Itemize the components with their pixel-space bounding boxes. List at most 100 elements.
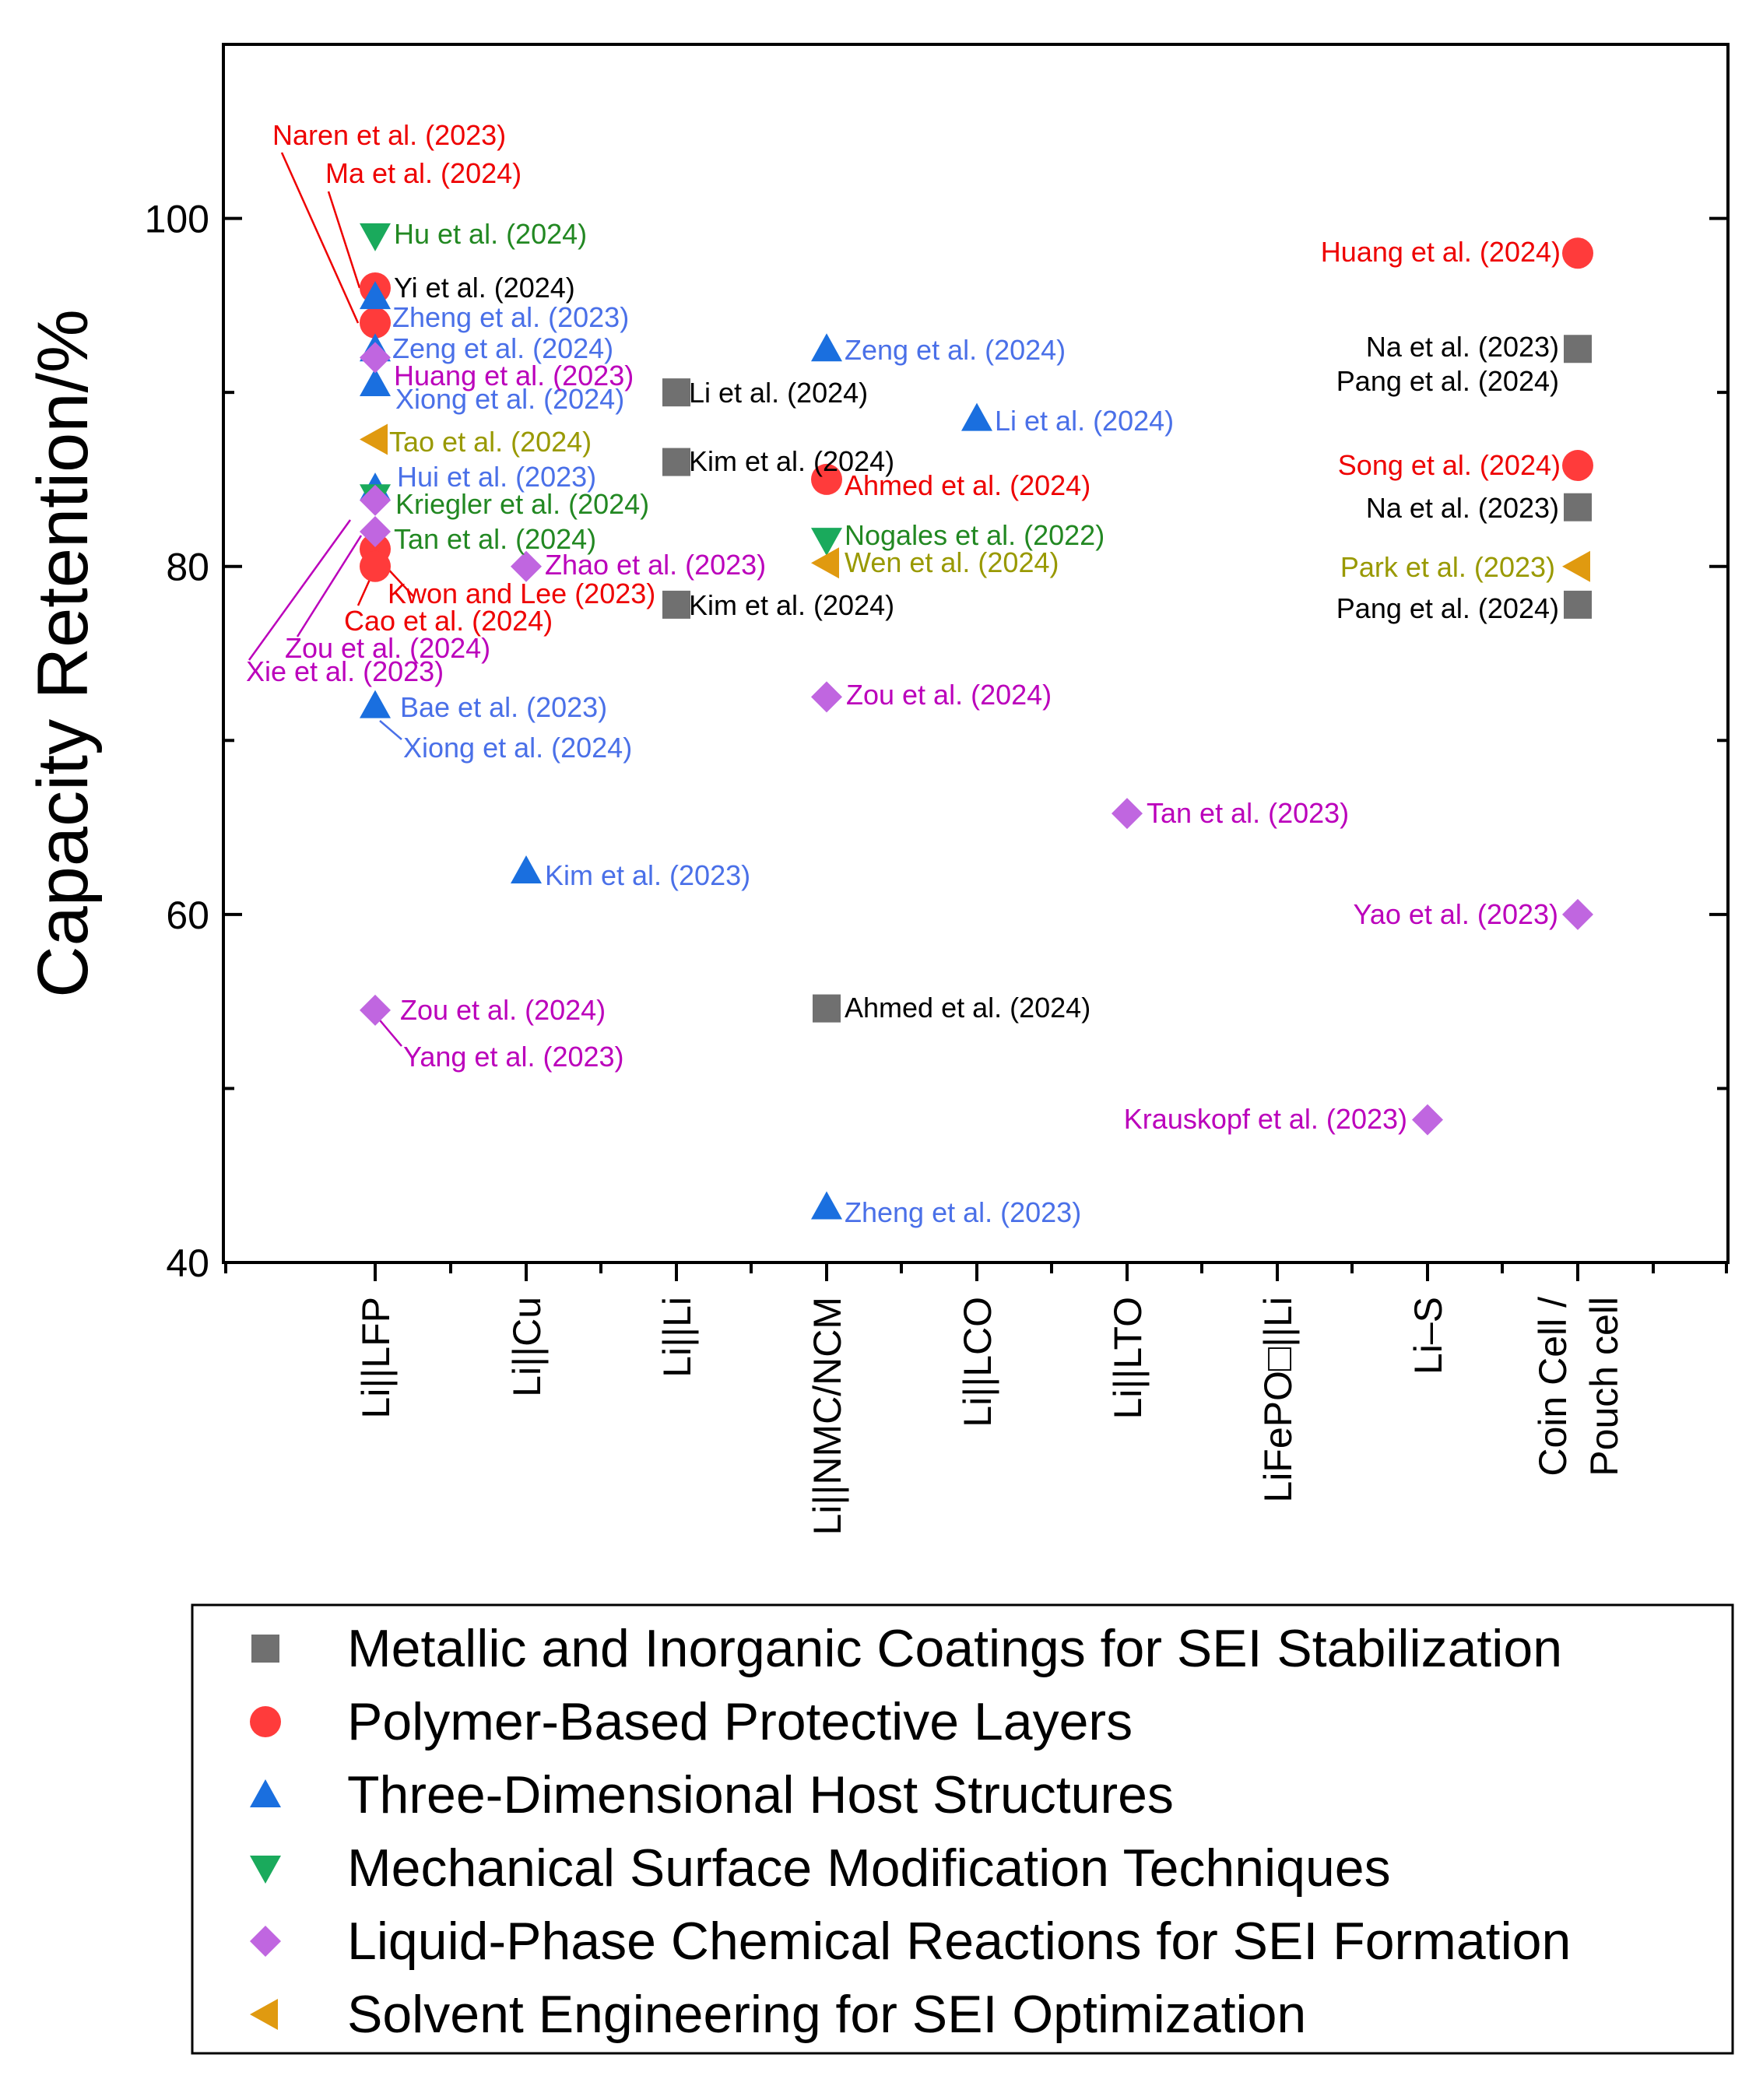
host-marker [811,333,842,362]
leader-line [376,1016,402,1047]
x-tick-label: Coin Cell / [1531,1297,1575,1477]
data-label: Kim et al. (2023) [545,859,750,891]
x-tick-label: Li||LCO [956,1297,999,1428]
data-label: Xiong et al. (2024) [395,383,624,415]
data-labels: Li et al. (2024) Kim et al. (2024) Kim et … [246,119,1561,1228]
data-label: Ahmed et al. (2024) [845,469,1090,501]
data-label: Zheng et al. (2023) [845,1196,1081,1228]
polymer-marker [1562,237,1593,269]
legend-mechanical-label: Mechanical Surface Modification Techniqu… [347,1838,1391,1898]
x-tick-label: LiFePO□||Li [1256,1297,1300,1503]
label-leader-lines [248,152,415,1047]
x-tick-label: Li||LFP [354,1297,398,1419]
data-label: Tao et al. (2024) [389,426,592,458]
solvent-marker [360,423,388,455]
data-label: Zou et al. (2024) [285,632,490,664]
data-label: Song et al. (2024) [1338,449,1561,481]
data-label: Tan et al. (2024) [394,523,596,555]
legend-mechanical-marker [250,1856,281,1884]
data-label: Xie et al. (2023) [246,655,444,687]
data-label: Bae et al. (2023) [400,691,607,723]
data-label: Zou et al. (2024) [400,994,606,1026]
x-tick-label: Li–S [1407,1297,1450,1375]
data-label: Hu et al. (2024) [394,218,587,250]
metallic-marker [1564,590,1592,619]
liquid-marker [360,516,391,547]
legend-host-marker [250,1779,281,1807]
data-label: Ma et al. (2024) [325,157,522,189]
liquid-marker [360,342,391,374]
x-tick-label: Pouch cell [1582,1297,1626,1477]
solvent-marker [1562,550,1590,582]
legend-metallic-label: Metallic and Inorganic Coatings for SEI … [347,1619,1562,1678]
axes: 40 60 80 100 Capacity Retention/% Li||LFP Li||… [23,43,1730,1536]
y-axis-title: Capacity Retention/% [23,309,103,998]
polymer-marker [360,550,391,582]
liquid-marker [360,994,391,1026]
y-tick-label: 80 [166,546,209,589]
data-label: Nogales et al. (2022) [845,519,1105,551]
host-marker [511,855,542,883]
data-label: Li et al. (2024) [995,405,1174,437]
liquid-marker [360,484,391,516]
data-label: Yi et al. (2024) [394,272,575,304]
polymer-marker [360,307,391,339]
data-label: Krauskopf et al. (2023) [1124,1103,1407,1135]
liquid-marker [1562,898,1593,930]
legend-solvent-label: Solvent Engineering for SEI Optimization [347,1985,1306,2044]
leader-line [296,535,363,637]
data-label: Kim et al. (2024) [689,445,894,477]
data-label: Zhao et al. (2023) [545,549,766,581]
liquid-marker [1412,1104,1443,1136]
data-label: Zeng et al. (2024) [392,332,613,364]
liquid-marker [811,681,842,713]
data-label: Huang et al. (2023) [394,360,634,392]
host-marker [811,1191,842,1220]
data-label: Kim et al. (2024) [689,589,894,621]
data-markers [360,223,1593,1220]
legend-host-label: Three-Dimensional Host Structures [347,1765,1174,1824]
leader-line [327,191,361,289]
legend-box [191,1603,1734,2055]
legend-liquid-marker [250,1926,281,1957]
legend-polymer-label: Polymer-Based Protective Layers [347,1692,1133,1751]
x-tick-label: Li||Cu [505,1297,549,1397]
polymer-marker [811,463,842,495]
metallic-marker [1564,493,1592,521]
data-label: Pang et al. (2024) [1336,365,1559,397]
metallic-marker [662,590,690,619]
polymer-marker [1562,450,1593,482]
mechanical-marker [811,528,842,557]
leader-line [379,720,402,740]
data-label: Naren et al. (2023) [272,119,506,151]
metallic-marker [662,378,690,407]
data-label: Zou et al. (2024) [846,679,1052,711]
data-label: Na et al. (2023) [1366,331,1559,363]
solvent-marker [811,547,839,579]
data-label: Tan et al. (2023) [1147,797,1349,829]
data-label: Ahmed et al. (2024) [845,992,1090,1024]
data-label: Li et al. (2024) [689,377,868,409]
data-label: Yang et al. (2023) [403,1041,624,1073]
data-label: Kriegler et al. (2024) [395,488,649,520]
legend-solvent-marker [250,1999,278,2030]
host-marker [360,367,391,396]
host-marker [360,281,391,310]
mechanical-marker [360,223,391,251]
x-tick-label: Li||Li [655,1297,699,1378]
y-tick-label: 100 [145,198,209,241]
host-marker [961,402,992,431]
data-label: Pang et al. (2024) [1336,592,1559,624]
data-label: Xiong et al. (2024) [403,732,632,764]
data-label: Huang et al. (2024) [1321,236,1561,268]
metallic-marker [813,994,841,1023]
metallic-marker [1564,335,1592,363]
data-label: Kwon and Lee (2023) [388,578,655,609]
legend-metallic-marker [251,1635,279,1663]
data-label: Zeng et al. (2024) [845,334,1066,366]
y-tick-label: 40 [166,1241,209,1285]
data-label: Zheng et al. (2023) [392,301,629,333]
y-tick-label: 60 [166,894,209,937]
